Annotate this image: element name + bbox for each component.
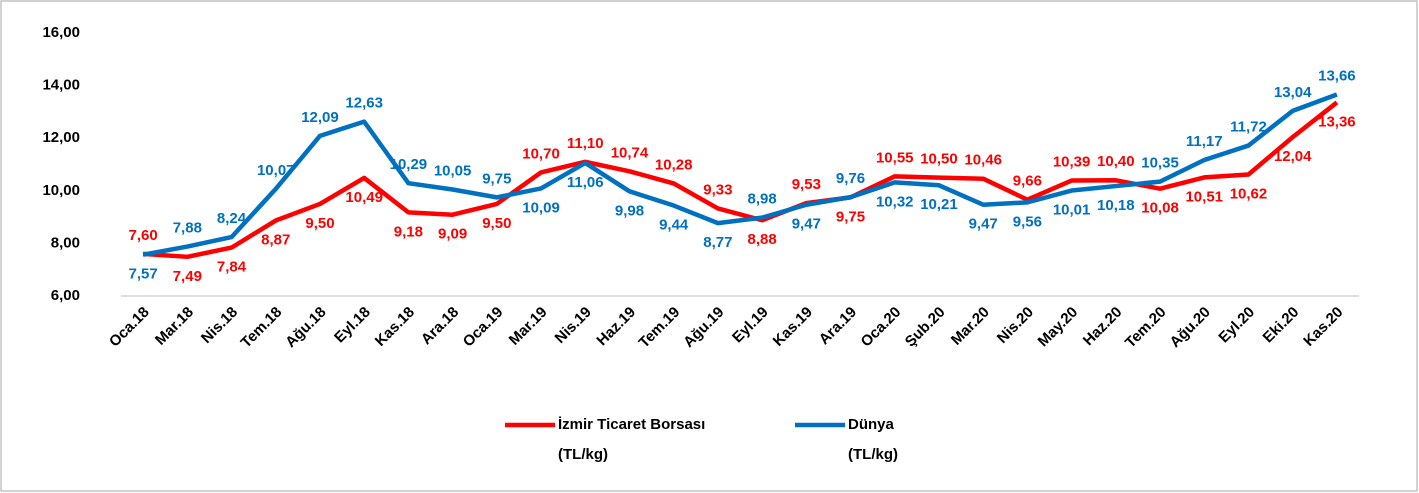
data-label: 9,75 bbox=[482, 170, 511, 187]
data-label: 7,49 bbox=[173, 268, 202, 285]
y-tick-label: 10,00 bbox=[42, 182, 80, 199]
data-label: 10,32 bbox=[876, 193, 914, 210]
data-label: 8,87 bbox=[261, 231, 290, 248]
data-label: 10,62 bbox=[1230, 185, 1268, 202]
data-label: 9,33 bbox=[703, 181, 732, 198]
y-tick-label: 16,00 bbox=[42, 24, 80, 41]
data-label: 9,75 bbox=[836, 208, 865, 225]
data-label: 11,72 bbox=[1230, 119, 1267, 136]
y-tick-label: 14,00 bbox=[42, 77, 80, 94]
data-label: 10,51 bbox=[1185, 188, 1223, 205]
data-label: 10,01 bbox=[1053, 202, 1091, 219]
data-label: 11,17 bbox=[1186, 133, 1223, 150]
data-label: 7,84 bbox=[217, 259, 247, 276]
data-label: 10,08 bbox=[1141, 200, 1179, 217]
data-label: 9,44 bbox=[659, 216, 689, 233]
data-label: 8,24 bbox=[217, 210, 247, 227]
data-label: 10,18 bbox=[1097, 197, 1135, 214]
data-label: 9,53 bbox=[792, 176, 821, 193]
legend-unit: (TL/kg) bbox=[848, 446, 898, 463]
data-label: 9,18 bbox=[394, 223, 423, 240]
data-label: 10,74 bbox=[611, 144, 649, 161]
data-label: 10,40 bbox=[1097, 153, 1135, 170]
data-label: 13,04 bbox=[1274, 84, 1312, 101]
data-label: 9,50 bbox=[305, 215, 334, 232]
data-label: 10,09 bbox=[522, 199, 560, 216]
data-label: 10,35 bbox=[1141, 155, 1179, 172]
data-label: 7,88 bbox=[173, 220, 202, 237]
data-label: 9,98 bbox=[615, 202, 644, 219]
data-label: 11,06 bbox=[567, 174, 604, 191]
data-label: 9,50 bbox=[482, 215, 511, 232]
data-label: 7,57 bbox=[129, 266, 158, 283]
data-label: 10,70 bbox=[522, 145, 560, 162]
data-label: 9,09 bbox=[438, 226, 467, 243]
line-series bbox=[142, 92, 1338, 257]
data-label: 9,56 bbox=[1013, 213, 1042, 230]
data-label: 9,66 bbox=[1013, 173, 1042, 190]
data-label: 11,10 bbox=[567, 135, 604, 152]
data-label: 10,49 bbox=[345, 189, 383, 206]
y-tick-label: 8,00 bbox=[51, 234, 80, 251]
data-label: 13,36 bbox=[1318, 113, 1356, 130]
data-label: 12,04 bbox=[1274, 148, 1312, 165]
data-label: 10,50 bbox=[920, 151, 958, 168]
data-label: 10,28 bbox=[655, 156, 693, 173]
data-label: 10,46 bbox=[964, 152, 1002, 169]
data-label: 12,63 bbox=[345, 95, 383, 112]
data-label: 10,05 bbox=[434, 162, 472, 179]
data-label: 7,60 bbox=[129, 227, 158, 244]
data-label: 10,29 bbox=[390, 156, 428, 173]
data-label: 9,47 bbox=[969, 216, 998, 233]
legend-label: İzmir Ticaret Borsası bbox=[558, 416, 705, 433]
data-label: 10,21 bbox=[920, 196, 958, 213]
data-label: 8,88 bbox=[748, 231, 777, 248]
legend-label: Dünya bbox=[848, 416, 895, 433]
data-label: 10,07 bbox=[257, 162, 295, 179]
data-label: 10,55 bbox=[876, 149, 914, 166]
y-tick-label: 6,00 bbox=[51, 287, 80, 304]
legend-unit: (TL/kg) bbox=[558, 446, 608, 463]
data-label: 8,98 bbox=[748, 191, 777, 208]
data-label: 8,77 bbox=[703, 234, 732, 251]
data-label: 13,66 bbox=[1318, 68, 1356, 85]
y-tick-label: 12,00 bbox=[42, 129, 80, 146]
data-label: 10,39 bbox=[1053, 154, 1091, 171]
data-label: 9,76 bbox=[836, 170, 865, 187]
data-label: 9,47 bbox=[792, 216, 821, 233]
data-label: 12,09 bbox=[301, 109, 339, 126]
